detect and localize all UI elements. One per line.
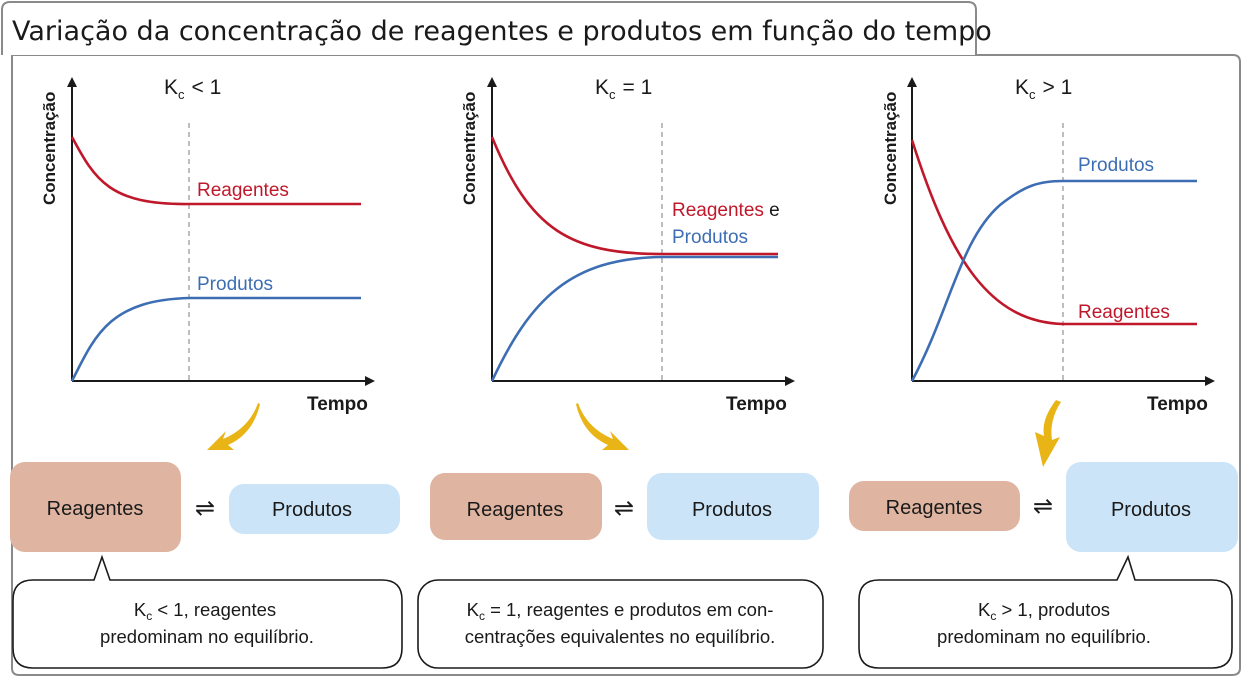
produtos-curve-label: Produtos bbox=[672, 227, 748, 248]
explanation-callout bbox=[858, 554, 1233, 669]
produtos-curve bbox=[910, 179, 1197, 382]
reagentes-box bbox=[430, 473, 602, 540]
produtos-box bbox=[1066, 462, 1238, 552]
equilibrium-arrows-icon: ⇌ bbox=[1033, 492, 1053, 520]
explanation-callout bbox=[12, 554, 403, 669]
produtos-curve-label: Produtos bbox=[197, 274, 273, 295]
down-arrow-icon bbox=[207, 403, 260, 450]
produtos-box bbox=[229, 484, 400, 534]
explanation-callout bbox=[417, 579, 824, 669]
explanation-line-2: predominam no equilíbrio. bbox=[100, 626, 314, 647]
reagentes-curve bbox=[70, 136, 361, 206]
reagentes-curve-label: Reagentes bbox=[197, 180, 289, 201]
equilibrium-arrows-icon: ⇌ bbox=[614, 494, 634, 522]
produtos-box-label: Produtos bbox=[1111, 499, 1191, 521]
panel-kc-less-than-1: Kc < 1 Concentração Tempo Reagentes Produ… bbox=[10, 76, 403, 669]
down-arrow-icon bbox=[1035, 400, 1061, 467]
explanation-line-2: centrações equivalentes no equilíbrio. bbox=[465, 626, 776, 647]
x-axis-label: Tempo bbox=[1147, 394, 1208, 415]
y-axis-label: Concentração bbox=[881, 92, 900, 205]
equilibrium-arrows-icon: ⇌ bbox=[195, 494, 215, 522]
reagentes-box bbox=[10, 462, 181, 552]
produtos-box-label: Produtos bbox=[692, 499, 772, 521]
explanation-line-1: Kc < 1, reagentes bbox=[134, 599, 276, 623]
kc-label: Kc < 1 bbox=[164, 76, 221, 102]
kc-label: Kc > 1 bbox=[1015, 76, 1072, 102]
reagentes-box bbox=[849, 481, 1020, 531]
produtos-box-label: Produtos bbox=[272, 499, 352, 521]
reagentes-box-label: Reagentes bbox=[886, 497, 983, 519]
title-tab bbox=[1, 1, 977, 55]
outer-frame bbox=[11, 54, 1241, 676]
produtos-curve bbox=[490, 255, 778, 382]
produtos-box bbox=[647, 473, 819, 540]
down-arrow-icon bbox=[576, 403, 629, 450]
reagentes-curve bbox=[490, 136, 778, 256]
y-axis-label: Concentração bbox=[460, 92, 479, 205]
produtos-curve-label: Produtos bbox=[1078, 155, 1154, 176]
x-axis-label: Tempo bbox=[307, 394, 368, 415]
reagentes-curve-label: Reagentes bbox=[1078, 302, 1170, 323]
reagentes-curve-label: Reagentes e bbox=[672, 200, 780, 221]
y-axis-label: Concentração bbox=[40, 92, 59, 205]
panel-kc-greater-than-1: Kc > 1 Concentração Tempo Produtos Reagen… bbox=[849, 76, 1238, 669]
panel-kc-equal-1: Kc = 1 Concentração Tempo Reagentes e Pro… bbox=[417, 76, 824, 669]
explanation-line-1: Kc = 1, reagentes e produtos em con- bbox=[467, 599, 774, 623]
kc-label: Kc = 1 bbox=[595, 76, 652, 102]
reagentes-box-label: Reagentes bbox=[467, 499, 564, 521]
diagram-title: Variação da concentração de reagentes e … bbox=[12, 16, 992, 47]
reagentes-curve bbox=[910, 139, 1197, 326]
explanation-line-1: Kc > 1, produtos bbox=[978, 599, 1110, 623]
produtos-curve bbox=[70, 296, 361, 382]
reagentes-box-label: Reagentes bbox=[47, 498, 144, 520]
explanation-line-2: predominam no equilíbrio. bbox=[937, 626, 1151, 647]
x-axis-label: Tempo bbox=[726, 394, 787, 415]
